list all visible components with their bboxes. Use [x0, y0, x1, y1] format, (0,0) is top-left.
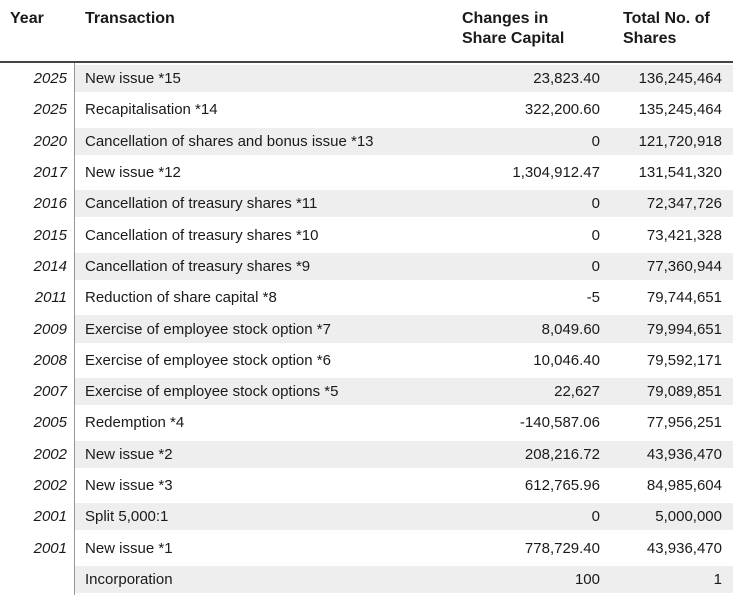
cell-transaction: Cancellation of treasury shares *10	[75, 219, 440, 251]
cell-total-no-of-shares: 79,994,651	[605, 313, 733, 345]
cell-transaction: Exercise of employee stock options *5	[75, 375, 440, 408]
cell-transaction: Cancellation of treasury shares *9	[75, 250, 440, 283]
cell-transaction: Cancellation of treasury shares *11	[75, 188, 440, 220]
column-header-transaction: Transaction	[75, 0, 440, 63]
cell-year: 2016	[0, 188, 75, 220]
cell-transaction: New issue *15	[75, 63, 440, 95]
cell-year: 2002	[0, 438, 75, 470]
cell-total-no-of-shares: 131,541,320	[605, 156, 733, 189]
cell-total-no-of-shares: 79,592,171	[605, 344, 733, 376]
cell-total-no-of-shares: 43,936,470	[605, 532, 733, 564]
cell-transaction: New issue *3	[75, 469, 440, 502]
table-row: 2007 Exercise of employee stock options …	[0, 375, 733, 408]
cell-changes-in-share-capital: 0	[440, 219, 605, 251]
cell-year: 2009	[0, 313, 75, 345]
table-row: 2014 Cancellation of treasury shares *9 …	[0, 250, 733, 283]
cell-year: 2005	[0, 407, 75, 439]
cell-total-no-of-shares: 135,245,464	[605, 94, 733, 126]
cell-year: 2014	[0, 250, 75, 283]
cell-transaction: Split 5,000:1	[75, 501, 440, 533]
cell-changes-in-share-capital: 0	[440, 188, 605, 220]
table-row: 2020 Cancellation of shares and bonus is…	[0, 125, 733, 157]
cell-year: 2020	[0, 125, 75, 157]
table-row: 2025 Recapitalisation *14 322,200.60 135…	[0, 94, 733, 126]
cell-changes-in-share-capital: -140,587.06	[440, 407, 605, 439]
table-row: 2001 New issue *1 778,729.40 43,936,470	[0, 532, 733, 564]
cell-changes-in-share-capital: 23,823.40	[440, 63, 605, 95]
table-row: 2017 New issue *12 1,304,912.47 131,541,…	[0, 156, 733, 189]
table-body: 2025 New issue *15 23,823.40 136,245,464…	[0, 63, 733, 596]
cell-transaction: New issue *1	[75, 532, 440, 564]
table-row: 2016 Cancellation of treasury shares *11…	[0, 188, 733, 220]
cell-year: 2001	[0, 501, 75, 533]
cell-changes-in-share-capital: 1,304,912.47	[440, 156, 605, 189]
cell-year: 2025	[0, 63, 75, 95]
table-row: Incorporation 100 1	[0, 563, 733, 596]
column-header-year: Year	[0, 0, 75, 63]
cell-year: 2011	[0, 282, 75, 314]
cell-year: 2002	[0, 469, 75, 502]
table-row: 2008 Exercise of employee stock option *…	[0, 344, 733, 376]
cell-changes-in-share-capital: 208,216.72	[440, 438, 605, 470]
cell-changes-in-share-capital: 10,046.40	[440, 344, 605, 376]
cell-total-no-of-shares: 1	[605, 563, 733, 596]
header-row: Year Transaction Changes in Share Capita…	[0, 0, 733, 63]
cell-total-no-of-shares: 121,720,918	[605, 125, 733, 157]
table-row: 2015 Cancellation of treasury shares *10…	[0, 219, 733, 251]
table-row: 2002 New issue *3 612,765.96 84,985,604	[0, 469, 733, 502]
cell-total-no-of-shares: 79,744,651	[605, 282, 733, 314]
cell-transaction: Redemption *4	[75, 407, 440, 439]
column-header-changes-in-share-capital: Changes in Share Capital	[440, 0, 605, 63]
cell-total-no-of-shares: 43,936,470	[605, 438, 733, 470]
cell-transaction: Reduction of share capital *8	[75, 282, 440, 314]
cell-total-no-of-shares: 77,360,944	[605, 250, 733, 283]
cell-changes-in-share-capital: 0	[440, 501, 605, 533]
cell-year: 2025	[0, 94, 75, 126]
cell-transaction: New issue *12	[75, 156, 440, 189]
cell-changes-in-share-capital: -5	[440, 282, 605, 314]
cell-transaction: New issue *2	[75, 438, 440, 470]
cell-changes-in-share-capital: 778,729.40	[440, 532, 605, 564]
cell-year	[0, 563, 75, 596]
cell-total-no-of-shares: 5,000,000	[605, 501, 733, 533]
cell-total-no-of-shares: 77,956,251	[605, 407, 733, 439]
table-row: 2009 Exercise of employee stock option *…	[0, 313, 733, 345]
cell-year: 2007	[0, 375, 75, 408]
cell-transaction: Incorporation	[75, 563, 440, 596]
cell-year: 2008	[0, 344, 75, 376]
cell-total-no-of-shares: 73,421,328	[605, 219, 733, 251]
cell-changes-in-share-capital: 0	[440, 125, 605, 157]
table-row: 2005 Redemption *4 -140,587.06 77,956,25…	[0, 407, 733, 439]
table-row: 2002 New issue *2 208,216.72 43,936,470	[0, 438, 733, 470]
cell-changes-in-share-capital: 612,765.96	[440, 469, 605, 502]
cell-transaction: Exercise of employee stock option *6	[75, 344, 440, 376]
column-header-total-no-of-shares: Total No. of Shares	[605, 0, 733, 63]
cell-changes-in-share-capital: 100	[440, 563, 605, 596]
cell-year: 2017	[0, 156, 75, 189]
cell-changes-in-share-capital: 8,049.60	[440, 313, 605, 345]
table-row: 2011 Reduction of share capital *8 -5 79…	[0, 282, 733, 314]
cell-year: 2001	[0, 532, 75, 564]
cell-total-no-of-shares: 84,985,604	[605, 469, 733, 502]
cell-total-no-of-shares: 136,245,464	[605, 63, 733, 95]
cell-year: 2015	[0, 219, 75, 251]
table-row: 2001 Split 5,000:1 0 5,000,000	[0, 501, 733, 533]
cell-transaction: Cancellation of shares and bonus issue *…	[75, 125, 440, 157]
cell-transaction: Recapitalisation *14	[75, 94, 440, 126]
cell-transaction: Exercise of employee stock option *7	[75, 313, 440, 345]
cell-total-no-of-shares: 72,347,726	[605, 188, 733, 220]
cell-changes-in-share-capital: 22,627	[440, 375, 605, 408]
cell-total-no-of-shares: 79,089,851	[605, 375, 733, 408]
table-row: 2025 New issue *15 23,823.40 136,245,464	[0, 63, 733, 95]
cell-changes-in-share-capital: 322,200.60	[440, 94, 605, 126]
cell-changes-in-share-capital: 0	[440, 250, 605, 283]
